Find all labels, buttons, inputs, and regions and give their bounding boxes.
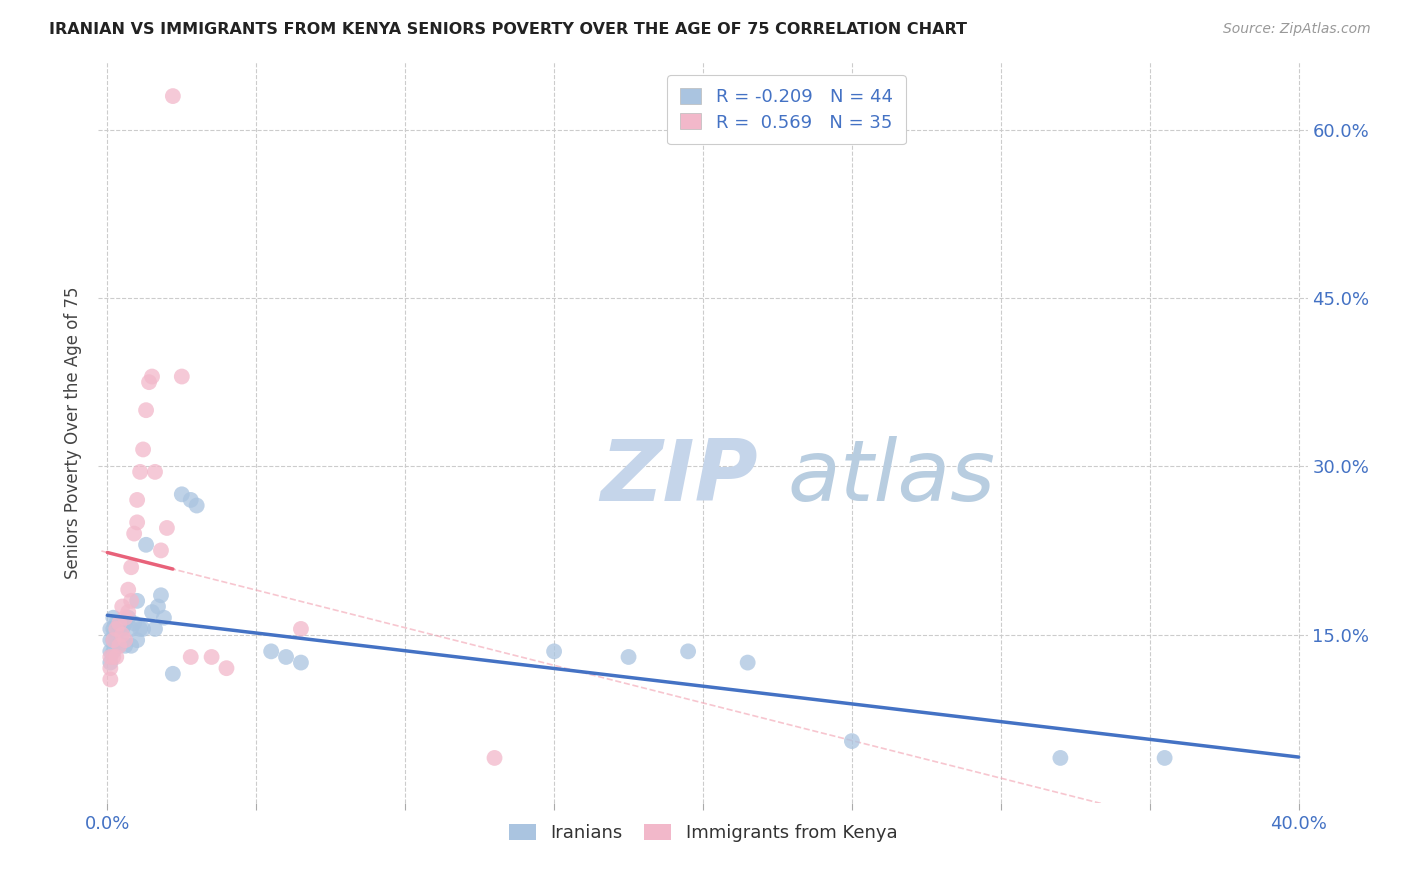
- Point: [103, 610, 125, 624]
- Point: [129, 465, 152, 479]
- Point: [129, 622, 152, 636]
- Point: [260, 644, 283, 658]
- Point: [146, 599, 169, 614]
- Point: [105, 633, 128, 648]
- Point: [543, 644, 565, 658]
- Point: [117, 610, 139, 624]
- Point: [103, 622, 125, 636]
- Point: [149, 543, 172, 558]
- Text: atlas: atlas: [787, 435, 995, 518]
- Point: [111, 599, 134, 614]
- Point: [127, 594, 149, 608]
- Point: [200, 650, 222, 665]
- Point: [143, 465, 166, 479]
- Point: [180, 492, 202, 507]
- Point: [186, 499, 208, 513]
- Point: [149, 588, 172, 602]
- Point: [1049, 751, 1071, 765]
- Point: [111, 633, 134, 648]
- Point: [103, 633, 125, 648]
- Point: [153, 610, 176, 624]
- Point: [180, 650, 202, 665]
- Point: [484, 751, 506, 765]
- Point: [120, 560, 142, 574]
- Point: [103, 644, 125, 658]
- Point: [98, 644, 121, 658]
- Point: [132, 622, 155, 636]
- Point: [105, 622, 128, 636]
- Point: [135, 403, 157, 417]
- Point: [114, 616, 136, 631]
- Point: [841, 734, 863, 748]
- Point: [122, 526, 145, 541]
- Text: Source: ZipAtlas.com: Source: ZipAtlas.com: [1223, 22, 1371, 37]
- Point: [98, 622, 121, 636]
- Point: [98, 661, 121, 675]
- Point: [274, 650, 297, 665]
- Point: [98, 650, 121, 665]
- Point: [98, 633, 121, 648]
- Point: [156, 521, 179, 535]
- Point: [117, 605, 139, 619]
- Point: [111, 622, 134, 636]
- Point: [127, 633, 149, 648]
- Point: [114, 633, 136, 648]
- Point: [170, 369, 193, 384]
- Point: [105, 616, 128, 631]
- Point: [108, 616, 131, 631]
- Point: [98, 673, 121, 687]
- Text: IRANIAN VS IMMIGRANTS FROM KENYA SENIORS POVERTY OVER THE AGE OF 75 CORRELATION : IRANIAN VS IMMIGRANTS FROM KENYA SENIORS…: [49, 22, 967, 37]
- Legend: Iranians, Immigrants from Kenya: Iranians, Immigrants from Kenya: [502, 816, 904, 849]
- Point: [127, 516, 149, 530]
- Point: [290, 622, 312, 636]
- Point: [141, 605, 163, 619]
- Point: [103, 633, 125, 648]
- Point: [114, 639, 136, 653]
- Point: [105, 650, 128, 665]
- Point: [215, 661, 238, 675]
- Point: [1153, 751, 1175, 765]
- Point: [120, 594, 142, 608]
- Point: [127, 492, 149, 507]
- Point: [108, 622, 131, 636]
- Point: [111, 627, 134, 641]
- Point: [120, 639, 142, 653]
- Point: [162, 666, 184, 681]
- Y-axis label: Seniors Poverty Over the Age of 75: Seniors Poverty Over the Age of 75: [65, 286, 83, 579]
- Point: [114, 610, 136, 624]
- Point: [108, 639, 131, 653]
- Point: [143, 622, 166, 636]
- Point: [117, 582, 139, 597]
- Point: [290, 656, 312, 670]
- Text: ZIP: ZIP: [600, 435, 758, 518]
- Point: [132, 442, 155, 457]
- Point: [141, 369, 163, 384]
- Point: [617, 650, 640, 665]
- Point: [170, 487, 193, 501]
- Point: [737, 656, 759, 670]
- Point: [135, 538, 157, 552]
- Point: [162, 89, 184, 103]
- Point: [120, 622, 142, 636]
- Point: [138, 375, 160, 389]
- Point: [676, 644, 699, 658]
- Point: [108, 639, 131, 653]
- Point: [103, 650, 125, 665]
- Point: [122, 616, 145, 631]
- Point: [98, 656, 121, 670]
